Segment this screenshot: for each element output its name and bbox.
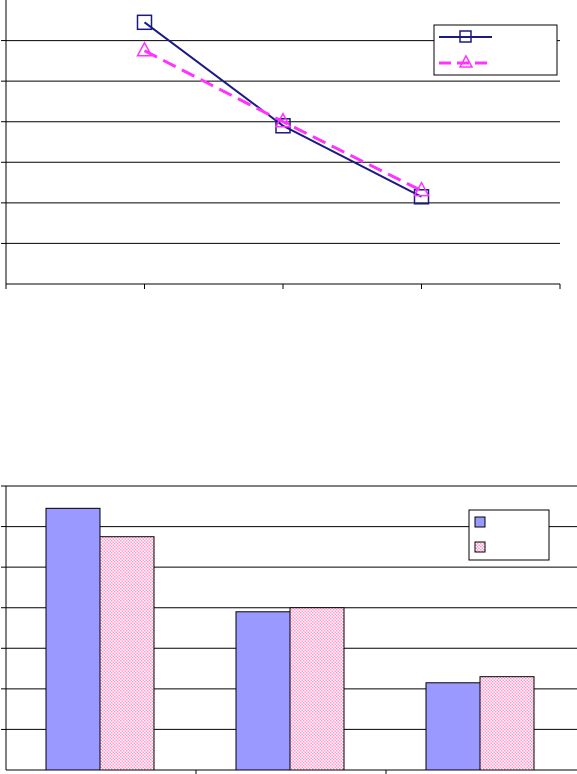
line-chart bbox=[1, 0, 561, 289]
line-series-1-line bbox=[143, 21, 422, 198]
line-series-2-point bbox=[413, 181, 430, 197]
bar-series-2-bar bbox=[479, 676, 535, 771]
line-legend-series-1-marker bbox=[459, 30, 472, 43]
bar-legend-series-1-swatch bbox=[474, 516, 486, 528]
line-series-2-line bbox=[143, 49, 423, 193]
line-chart-series bbox=[136, 14, 430, 205]
bar-chart-series bbox=[45, 507, 535, 771]
bar-legend-series-2-swatch bbox=[474, 541, 486, 553]
bar-series-1-bar bbox=[425, 682, 481, 771]
line-legend-box bbox=[433, 24, 558, 76]
line-chart-legend bbox=[433, 24, 558, 76]
line-legend-series-2-marker bbox=[458, 54, 474, 68]
bar-series-2-bar bbox=[289, 607, 345, 771]
line-chart-gridlines bbox=[6, 40, 560, 244]
bar-series-1-bar bbox=[235, 611, 291, 771]
line-chart-ticks bbox=[1, 40, 561, 289]
bar-chart-legend bbox=[468, 509, 550, 561]
bar-chart-ticks bbox=[1, 485, 387, 774]
line-series-2-point bbox=[274, 112, 292, 128]
bar-series-2-bar bbox=[99, 536, 155, 771]
bar-chart bbox=[1, 485, 577, 774]
bar-series-1-bar bbox=[45, 507, 101, 771]
line-series-1-point bbox=[136, 14, 153, 31]
line-series-1-point bbox=[413, 189, 430, 205]
line-series-2-point bbox=[136, 41, 153, 57]
